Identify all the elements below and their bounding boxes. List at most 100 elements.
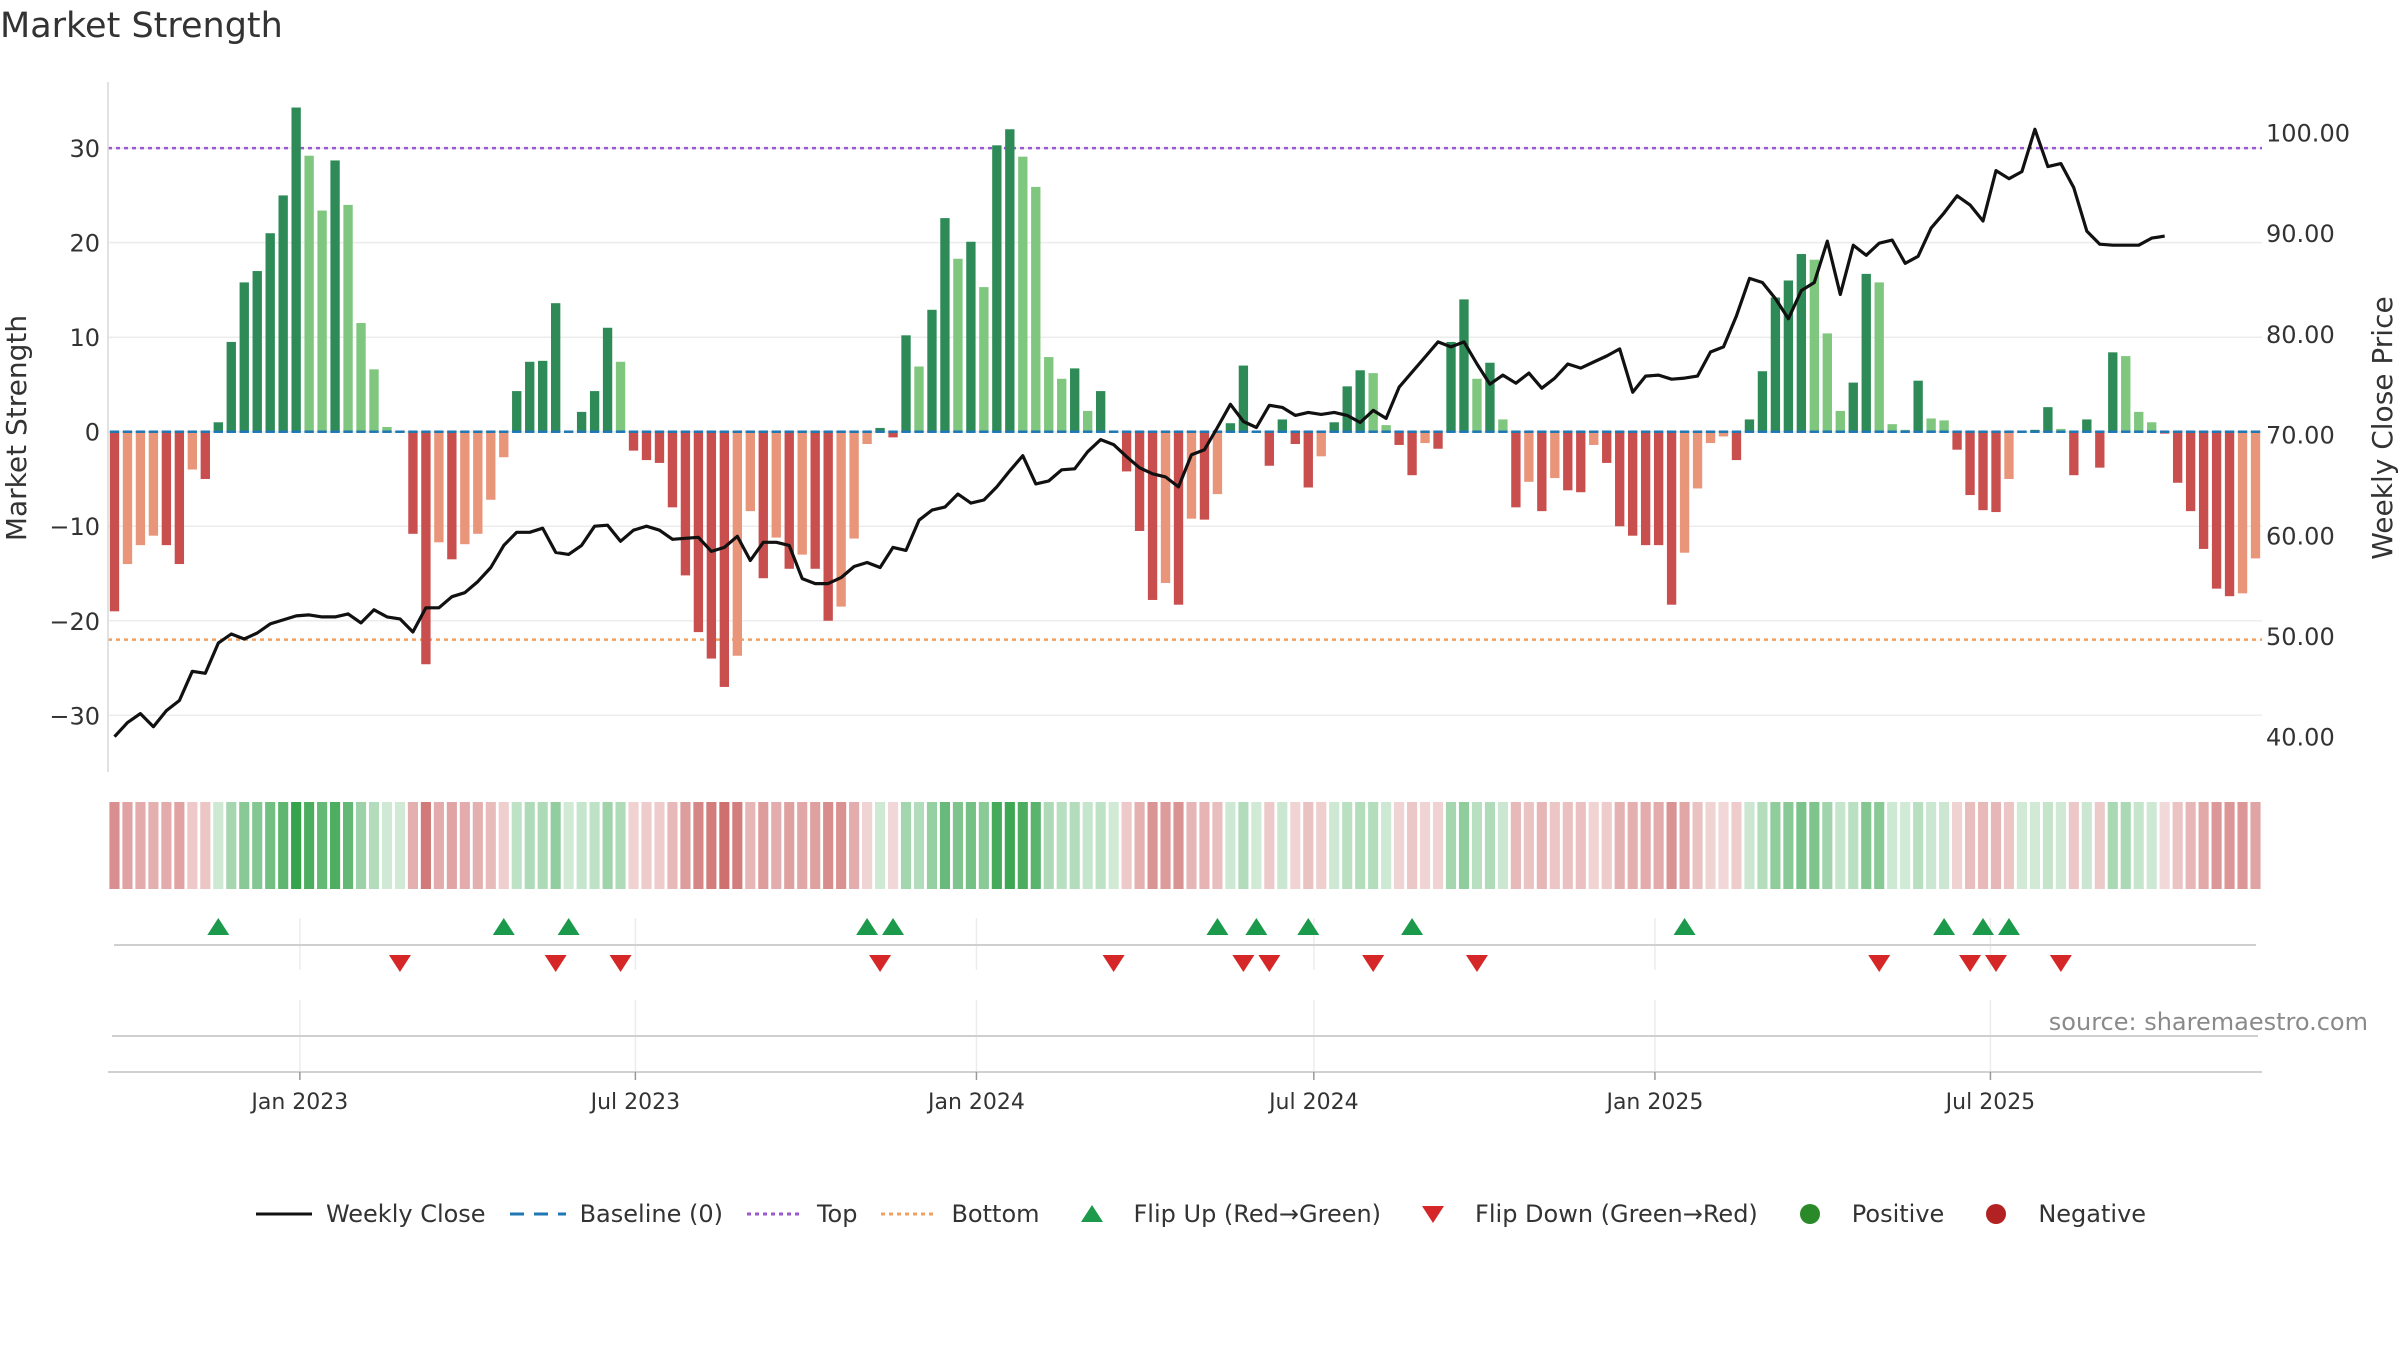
heat-cell bbox=[913, 802, 925, 889]
heat-cell bbox=[1575, 802, 1586, 889]
flip-up-marker bbox=[1972, 918, 1995, 935]
strength-bar bbox=[1718, 431, 1729, 437]
heat-cell bbox=[1471, 802, 1483, 889]
flip-up-marker bbox=[557, 918, 580, 935]
strength-bar bbox=[1835, 410, 1845, 432]
heat-cell bbox=[784, 802, 795, 889]
strength-bar bbox=[1511, 431, 1521, 508]
y-tick-label-right: 100.00 bbox=[2266, 119, 2350, 147]
strength-bar bbox=[499, 431, 509, 458]
strength-bar bbox=[252, 271, 262, 432]
strength-bar bbox=[1576, 431, 1586, 493]
heat-cell bbox=[862, 802, 873, 889]
heat-cell bbox=[2250, 802, 2261, 889]
heat-cell bbox=[1964, 802, 1976, 889]
heat-cell bbox=[472, 802, 483, 889]
strength-bar bbox=[512, 391, 522, 432]
flip-down-marker bbox=[544, 955, 567, 972]
heat-cell bbox=[1536, 802, 1547, 889]
heat-cell bbox=[1017, 802, 1028, 889]
flip-up-marker bbox=[1245, 918, 1268, 935]
heat-cell bbox=[1679, 802, 1690, 889]
x-tick-label: Jul 2025 bbox=[1944, 1090, 2036, 1115]
heat-cell bbox=[1251, 802, 1262, 889]
bottom-legend-icon bbox=[881, 1212, 938, 1216]
weekly-close-legend-icon bbox=[255, 1212, 312, 1216]
flip-up-marker bbox=[207, 918, 230, 935]
strength-bar bbox=[615, 361, 626, 432]
x-tick-label: Jul 2024 bbox=[1267, 1090, 1359, 1115]
heat-cell bbox=[226, 802, 237, 889]
strength-bar bbox=[304, 155, 314, 432]
strength-bar bbox=[810, 431, 820, 569]
heat-cell bbox=[2237, 802, 2248, 889]
heat-cell bbox=[823, 802, 834, 889]
heat-cell bbox=[1173, 802, 1184, 889]
y-tick-label-right: 70.00 bbox=[2266, 422, 2335, 450]
heat-cell bbox=[2120, 802, 2131, 889]
heat-cell bbox=[1407, 802, 1418, 889]
strength-bar bbox=[1186, 431, 1197, 519]
heat-cell bbox=[1497, 802, 1508, 889]
heat-cell bbox=[1692, 802, 1703, 889]
heat-cell bbox=[1887, 802, 1898, 889]
heat-cell bbox=[900, 802, 912, 889]
weekly-close-line bbox=[113, 127, 2165, 738]
heat-cell bbox=[758, 802, 769, 889]
flip-down-marker bbox=[1465, 955, 1488, 972]
heat-cell bbox=[2081, 802, 2092, 889]
strength-bar bbox=[2121, 356, 2131, 432]
y-tick-label-left: −10 bbox=[49, 513, 100, 541]
strength-bar bbox=[1290, 431, 1300, 445]
heat-cell bbox=[1523, 802, 1534, 889]
legend-label: Negative bbox=[2038, 1200, 2147, 1228]
legend-label: Flip Down (Green→Red) bbox=[1475, 1200, 1758, 1228]
heat-cell bbox=[1264, 802, 1275, 889]
strength-bar bbox=[1095, 391, 1106, 432]
heat-cell bbox=[628, 802, 639, 889]
heat-cell bbox=[187, 802, 198, 889]
strength-bar bbox=[1589, 431, 1599, 445]
heat-cell bbox=[537, 802, 548, 889]
heat-cell bbox=[239, 802, 250, 889]
strength-bar bbox=[784, 431, 794, 569]
strength-bar bbox=[836, 431, 846, 607]
strength-bar bbox=[2043, 407, 2053, 432]
heat-cell bbox=[433, 802, 444, 889]
strength-bar bbox=[369, 369, 379, 432]
strength-bar bbox=[473, 431, 483, 534]
heat-cell bbox=[2198, 802, 2209, 889]
source-credit: source: sharemaestro.com bbox=[2048, 1008, 2368, 1036]
legend-item-flip-down: Flip Down (Green→Red) bbox=[1403, 1200, 1758, 1228]
strength-bar bbox=[1602, 431, 1612, 463]
strength-bar bbox=[343, 204, 353, 432]
strength-bar bbox=[1070, 368, 1080, 432]
heat-cell bbox=[1510, 802, 1521, 889]
heat-cell bbox=[1342, 802, 1353, 889]
heat-cell bbox=[135, 802, 146, 889]
strength-bar bbox=[1355, 370, 1365, 432]
heat-cell bbox=[1640, 802, 1651, 889]
strength-bar bbox=[654, 431, 665, 463]
heat-cell bbox=[849, 802, 860, 889]
reference-levels bbox=[108, 146, 2262, 641]
heat-cell bbox=[1757, 802, 1768, 889]
legend-item-negative: Negative bbox=[1966, 1200, 2146, 1228]
legend-item-positive: Positive bbox=[1780, 1200, 1944, 1228]
strength-bar bbox=[1627, 431, 1638, 536]
strength-bar bbox=[953, 258, 963, 432]
strength-bar bbox=[1537, 431, 1547, 512]
strength-bar bbox=[1861, 273, 1871, 432]
heat-cell bbox=[1718, 802, 1729, 889]
strength-bar bbox=[2004, 431, 2014, 479]
heat-cell bbox=[1458, 802, 1470, 889]
flip-down-marker bbox=[1868, 955, 1891, 972]
strength-bar bbox=[1057, 378, 1067, 432]
strength-bar bbox=[927, 309, 937, 432]
heat-cell bbox=[2068, 802, 2079, 889]
strength-bar bbox=[1640, 431, 1651, 546]
strength-bar bbox=[1978, 431, 1988, 511]
heat-cell bbox=[939, 802, 951, 889]
strength-bar bbox=[1160, 431, 1171, 583]
strength-bar bbox=[1238, 365, 1249, 432]
